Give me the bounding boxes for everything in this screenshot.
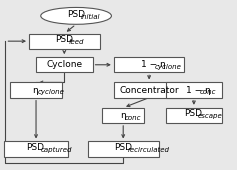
FancyBboxPatch shape bbox=[166, 108, 222, 123]
Text: η: η bbox=[120, 111, 125, 120]
FancyBboxPatch shape bbox=[88, 141, 159, 157]
Ellipse shape bbox=[41, 7, 111, 24]
Text: recirculated: recirculated bbox=[128, 147, 169, 153]
FancyBboxPatch shape bbox=[102, 108, 144, 123]
Text: PSD: PSD bbox=[27, 143, 45, 152]
Text: escape: escape bbox=[198, 113, 223, 119]
Text: initial: initial bbox=[80, 14, 100, 20]
FancyBboxPatch shape bbox=[36, 57, 93, 72]
Text: 1 − η: 1 − η bbox=[186, 86, 210, 95]
Text: Cyclone: Cyclone bbox=[46, 60, 82, 69]
Text: conc: conc bbox=[200, 89, 216, 95]
Text: conc: conc bbox=[125, 115, 141, 121]
Text: PSD: PSD bbox=[55, 35, 73, 44]
Text: PSD: PSD bbox=[184, 109, 202, 118]
FancyBboxPatch shape bbox=[114, 82, 184, 98]
FancyBboxPatch shape bbox=[4, 141, 68, 157]
Text: feed: feed bbox=[68, 39, 84, 45]
Text: cyclone: cyclone bbox=[38, 89, 65, 95]
Text: captured: captured bbox=[40, 147, 72, 153]
FancyBboxPatch shape bbox=[114, 57, 184, 72]
Text: PSD: PSD bbox=[67, 10, 85, 19]
FancyBboxPatch shape bbox=[166, 82, 222, 98]
Text: 1 − η: 1 − η bbox=[141, 60, 166, 69]
Text: PSD: PSD bbox=[114, 143, 132, 152]
FancyBboxPatch shape bbox=[29, 33, 100, 49]
Text: cyclone: cyclone bbox=[155, 64, 182, 70]
FancyBboxPatch shape bbox=[10, 82, 62, 98]
Text: η: η bbox=[32, 86, 38, 95]
Text: Concentrator: Concentrator bbox=[119, 86, 179, 95]
